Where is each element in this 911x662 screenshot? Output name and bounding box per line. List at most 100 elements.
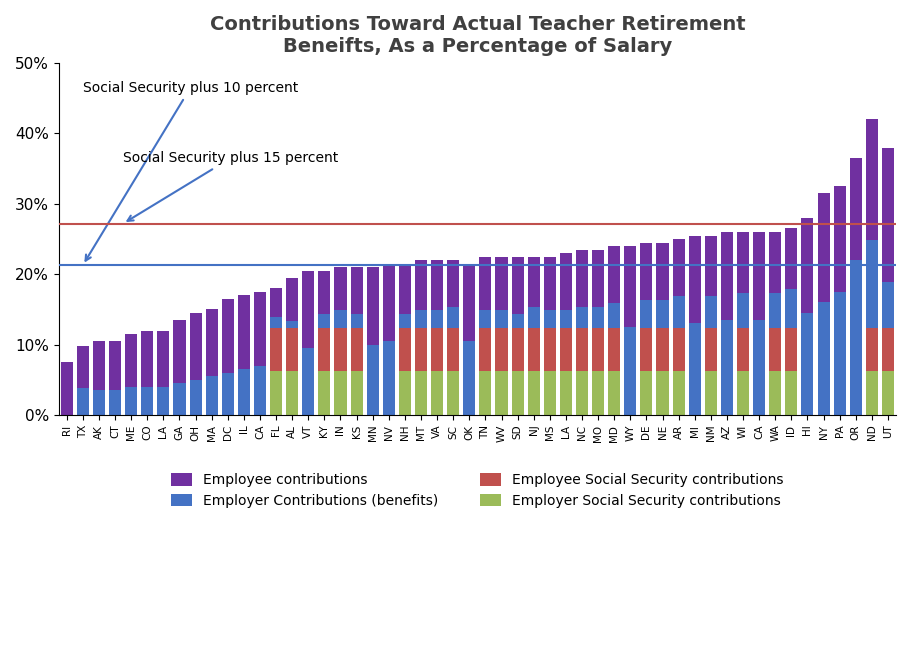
Bar: [753, 232, 765, 320]
Bar: [657, 328, 669, 371]
Bar: [512, 371, 524, 415]
Bar: [576, 307, 589, 328]
Bar: [496, 328, 507, 371]
Bar: [705, 296, 717, 328]
Bar: [173, 320, 186, 383]
Bar: [399, 314, 411, 328]
Bar: [351, 314, 363, 328]
Bar: [834, 186, 845, 292]
Bar: [318, 328, 331, 371]
Bar: [769, 371, 782, 415]
Bar: [383, 341, 394, 415]
Bar: [286, 371, 298, 415]
Bar: [93, 391, 105, 415]
Bar: [318, 271, 331, 314]
Bar: [544, 328, 556, 371]
Bar: [447, 307, 459, 328]
Bar: [609, 371, 620, 415]
Bar: [158, 330, 169, 387]
Bar: [351, 267, 363, 314]
Bar: [657, 371, 669, 415]
Bar: [865, 328, 878, 371]
Bar: [109, 341, 121, 391]
Bar: [576, 250, 589, 307]
Bar: [61, 362, 73, 415]
Bar: [158, 387, 169, 415]
Bar: [270, 317, 282, 328]
Bar: [689, 236, 701, 324]
Bar: [882, 371, 894, 415]
Bar: [334, 371, 346, 415]
Bar: [657, 242, 669, 300]
Bar: [125, 334, 138, 387]
Bar: [77, 388, 89, 415]
Bar: [464, 341, 476, 415]
Bar: [334, 267, 346, 310]
Bar: [270, 288, 282, 317]
Bar: [560, 253, 572, 310]
Bar: [254, 365, 266, 415]
Bar: [415, 310, 427, 328]
Bar: [865, 371, 878, 415]
Bar: [431, 328, 443, 371]
Bar: [769, 293, 782, 328]
Bar: [640, 328, 652, 371]
Bar: [865, 240, 878, 328]
Title: Contributions Toward Actual Teacher Retirement
Beneifts, As a Percentage of Sala: Contributions Toward Actual Teacher Reti…: [210, 15, 745, 56]
Bar: [672, 371, 685, 415]
Bar: [221, 299, 234, 373]
Bar: [544, 310, 556, 328]
Bar: [609, 303, 620, 328]
Bar: [705, 371, 717, 415]
Bar: [479, 257, 491, 310]
Bar: [286, 278, 298, 320]
Bar: [672, 328, 685, 371]
Bar: [366, 345, 379, 415]
Bar: [318, 314, 331, 328]
Bar: [640, 300, 652, 328]
Bar: [850, 260, 862, 415]
Bar: [206, 309, 218, 376]
Bar: [254, 292, 266, 365]
Bar: [544, 257, 556, 310]
Bar: [672, 239, 685, 296]
Bar: [785, 289, 797, 328]
Bar: [318, 371, 331, 415]
Legend: Employee contributions, Employer Contributions (benefits), Employee Social Secur: Employee contributions, Employer Contrib…: [166, 467, 789, 514]
Bar: [93, 341, 105, 391]
Bar: [802, 313, 814, 415]
Bar: [286, 320, 298, 328]
Bar: [737, 232, 749, 293]
Bar: [415, 260, 427, 310]
Bar: [141, 330, 153, 387]
Bar: [882, 148, 894, 282]
Bar: [77, 346, 89, 388]
Bar: [464, 263, 476, 341]
Bar: [721, 232, 733, 320]
Bar: [221, 373, 234, 415]
Bar: [270, 328, 282, 371]
Bar: [447, 371, 459, 415]
Bar: [560, 371, 572, 415]
Bar: [206, 376, 218, 415]
Bar: [785, 228, 797, 289]
Bar: [624, 246, 637, 327]
Bar: [189, 313, 201, 380]
Bar: [737, 293, 749, 328]
Bar: [351, 328, 363, 371]
Bar: [560, 310, 572, 328]
Bar: [624, 327, 637, 415]
Bar: [769, 232, 782, 293]
Bar: [173, 383, 186, 415]
Bar: [527, 257, 539, 307]
Bar: [737, 371, 749, 415]
Bar: [640, 242, 652, 300]
Bar: [560, 328, 572, 371]
Bar: [479, 371, 491, 415]
Bar: [865, 119, 878, 240]
Bar: [592, 328, 604, 371]
Bar: [125, 387, 138, 415]
Bar: [527, 371, 539, 415]
Bar: [270, 371, 282, 415]
Bar: [592, 307, 604, 328]
